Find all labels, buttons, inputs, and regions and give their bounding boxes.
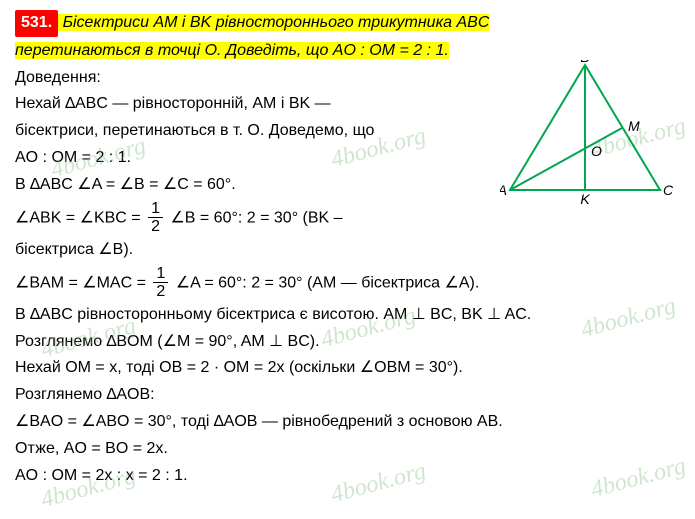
proof-line: Нехай OM = x, тоді OB = 2 · OM = 2x (оск…	[15, 356, 680, 381]
svg-text:A: A	[500, 182, 507, 198]
svg-text:C: C	[663, 182, 674, 198]
svg-text:B: B	[580, 60, 589, 65]
proof-line: Розглянемо ∆AOB:	[15, 383, 680, 408]
triangle-diagram: A B C M K O	[500, 60, 675, 210]
proof-line: ∠BAO = ∠ABO = 30°, тоді ∆AOB — рівнобедр…	[15, 410, 680, 435]
problem-header: 531. Бісектриси AM і BK рівностороннього…	[15, 10, 680, 37]
proof-line: Отже, AO = BO = 2x.	[15, 437, 680, 462]
proof-line: ∠BAM = ∠MAC = 12 ∠A = 60°: 2 = 30° (AM —…	[15, 265, 680, 301]
proof-line: Нехай ∆ABC — рівносторонній, AM і BK —	[15, 92, 505, 117]
proof-line: AO : OM = 2 : 1.	[15, 146, 505, 171]
proof-line: В ∆ABC рівносторонньому бісектриса є вис…	[15, 303, 680, 328]
svg-text:M: M	[628, 118, 640, 134]
proof-line: ∠ABK = ∠KBC = 12 ∠B = 60°: 2 = 30° (BK –	[15, 200, 505, 236]
problem-number: 531.	[15, 10, 58, 37]
proof-line: бісектриса ∠B).	[15, 238, 505, 263]
proof-line: В ∆ABC ∠A = ∠B = ∠C = 60°.	[15, 173, 505, 198]
svg-text:K: K	[580, 191, 590, 207]
proof-label: Доведення:	[15, 66, 505, 91]
fraction: 12	[148, 200, 163, 236]
fraction: 12	[153, 265, 168, 301]
proof-line: Розглянемо ∆BOM (∠M = 90°, AM ⊥ BC).	[15, 330, 680, 355]
proof-line: AO : OM = 2x : x = 2 : 1.	[15, 464, 680, 489]
problem-statement-1: Бісектриси AM і BK рівностороннього трик…	[58, 14, 489, 31]
proof-line: бісектриси, перетинаються в т. O. Доведе…	[15, 119, 505, 144]
svg-text:O: O	[591, 143, 602, 159]
